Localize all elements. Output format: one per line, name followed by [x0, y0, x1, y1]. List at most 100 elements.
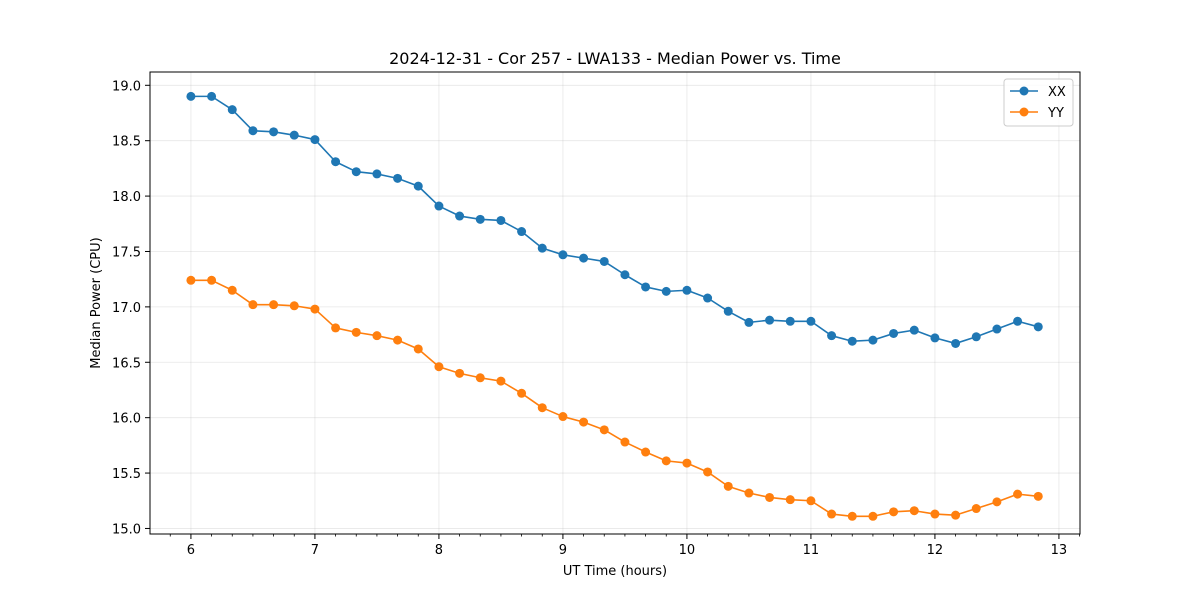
plot-frame: [149, 71, 1081, 535]
data-point-xx: [537, 243, 547, 253]
data-point-yy: [1033, 491, 1043, 501]
data-point-xx: [620, 270, 630, 280]
data-point-yy: [765, 492, 775, 502]
data-point-yy: [558, 412, 568, 422]
data-point-yy: [951, 510, 961, 520]
data-point-xx: [682, 285, 692, 295]
data-point-yy: [620, 437, 630, 447]
data-point-yy: [434, 362, 444, 372]
data-point-yy: [971, 504, 981, 514]
data-point-yy: [909, 506, 919, 516]
x-tick-label: 11: [803, 543, 820, 558]
y-tick-label: 18.0: [112, 190, 141, 205]
data-point-yy: [806, 496, 816, 506]
data-point-xx: [393, 173, 403, 183]
data-point-yy: [455, 368, 465, 378]
data-point-xx: [455, 211, 465, 221]
x-axis-label: UT Time (hours): [563, 564, 667, 579]
y-tick-label: 15.0: [112, 522, 141, 537]
data-point-yy: [372, 331, 382, 341]
data-point-xx: [806, 316, 816, 326]
data-point-yy: [744, 488, 754, 498]
data-point-xx: [703, 293, 713, 303]
data-point-xx: [599, 256, 609, 266]
data-point-xx: [310, 135, 320, 145]
data-point-yy: [393, 335, 403, 345]
y-axis-label: Median Power (CPU): [89, 237, 104, 368]
data-point-xx: [1033, 322, 1043, 332]
data-point-xx: [909, 325, 919, 335]
data-point-xx: [971, 332, 981, 342]
grid-lines: [150, 72, 1080, 534]
data-point-xx: [889, 328, 899, 338]
x-tick-label: 10: [679, 543, 696, 558]
y-tick-label: 16.5: [112, 356, 141, 371]
data-point-yy: [289, 301, 299, 311]
data-point-yy: [227, 285, 237, 295]
data-point-yy: [847, 511, 857, 521]
data-point-xx: [475, 214, 485, 224]
data-point-xx: [248, 126, 258, 136]
legend-marker-xx: [1019, 86, 1029, 96]
data-point-xx: [785, 316, 795, 326]
y-tick-label: 15.5: [112, 467, 141, 482]
x-tick-label: 9: [559, 543, 567, 558]
data-point-yy: [269, 300, 279, 310]
data-point-yy: [889, 507, 899, 517]
y-tick-label: 16.0: [112, 412, 141, 427]
data-point-xx: [951, 338, 961, 348]
x-tick-label: 6: [187, 543, 195, 558]
data-point-yy: [682, 458, 692, 468]
data-point-xx: [351, 167, 361, 177]
y-tick-label: 19.0: [112, 79, 141, 94]
data-point-yy: [413, 344, 423, 354]
data-point-yy: [186, 275, 196, 285]
x-tick-label: 12: [927, 543, 944, 558]
data-point-xx: [331, 157, 341, 167]
data-point-yy: [517, 388, 527, 398]
x-tick-label: 8: [435, 543, 443, 558]
data-point-yy: [351, 327, 361, 337]
legend-label-xx: XX: [1048, 85, 1066, 100]
chart-title: 2024-12-31 - Cor 257 - LWA133 - Median P…: [389, 49, 841, 68]
data-point-yy: [248, 300, 258, 310]
data-point-xx: [269, 127, 279, 137]
data-point-yy: [723, 481, 733, 491]
data-point-xx: [827, 331, 837, 341]
data-point-yy: [868, 511, 878, 521]
data-point-xx: [992, 324, 1002, 334]
x-tick-label: 7: [311, 543, 319, 558]
data-point-xx: [579, 253, 589, 263]
axis-ticks: 6 7 8 9 10 11 12 13 15.0 15.5 16.0 16.5 17.0 17.5 18.0…: [112, 79, 1080, 558]
data-point-xx: [413, 181, 423, 191]
data-point-xx: [207, 91, 217, 101]
data-point-xx: [434, 201, 444, 211]
data-point-xx: [868, 335, 878, 345]
data-point-xx: [661, 286, 671, 296]
data-point-xx: [186, 91, 196, 101]
data-point-yy: [579, 417, 589, 427]
data-point-xx: [289, 130, 299, 140]
data-point-xx: [372, 169, 382, 179]
data-point-yy: [310, 304, 320, 314]
x-tick-label: 13: [1051, 543, 1068, 558]
series-layer: [186, 91, 1043, 521]
data-point-xx: [930, 333, 940, 343]
data-point-yy: [992, 497, 1002, 507]
data-point-yy: [475, 373, 485, 383]
data-point-xx: [765, 315, 775, 325]
data-point-xx: [1013, 316, 1023, 326]
data-point-yy: [207, 275, 217, 285]
data-point-xx: [517, 227, 527, 237]
data-point-xx: [227, 105, 237, 115]
data-point-xx: [641, 282, 651, 292]
data-point-yy: [930, 509, 940, 519]
data-point-yy: [496, 376, 506, 386]
data-point-yy: [331, 323, 341, 333]
legend: XX YY: [1003, 78, 1074, 127]
y-tick-label: 18.5: [112, 135, 141, 150]
data-point-yy: [537, 403, 547, 413]
legend-label-yy: YY: [1047, 106, 1064, 121]
y-tick-label: 17.0: [112, 301, 141, 316]
data-point-yy: [641, 447, 651, 457]
